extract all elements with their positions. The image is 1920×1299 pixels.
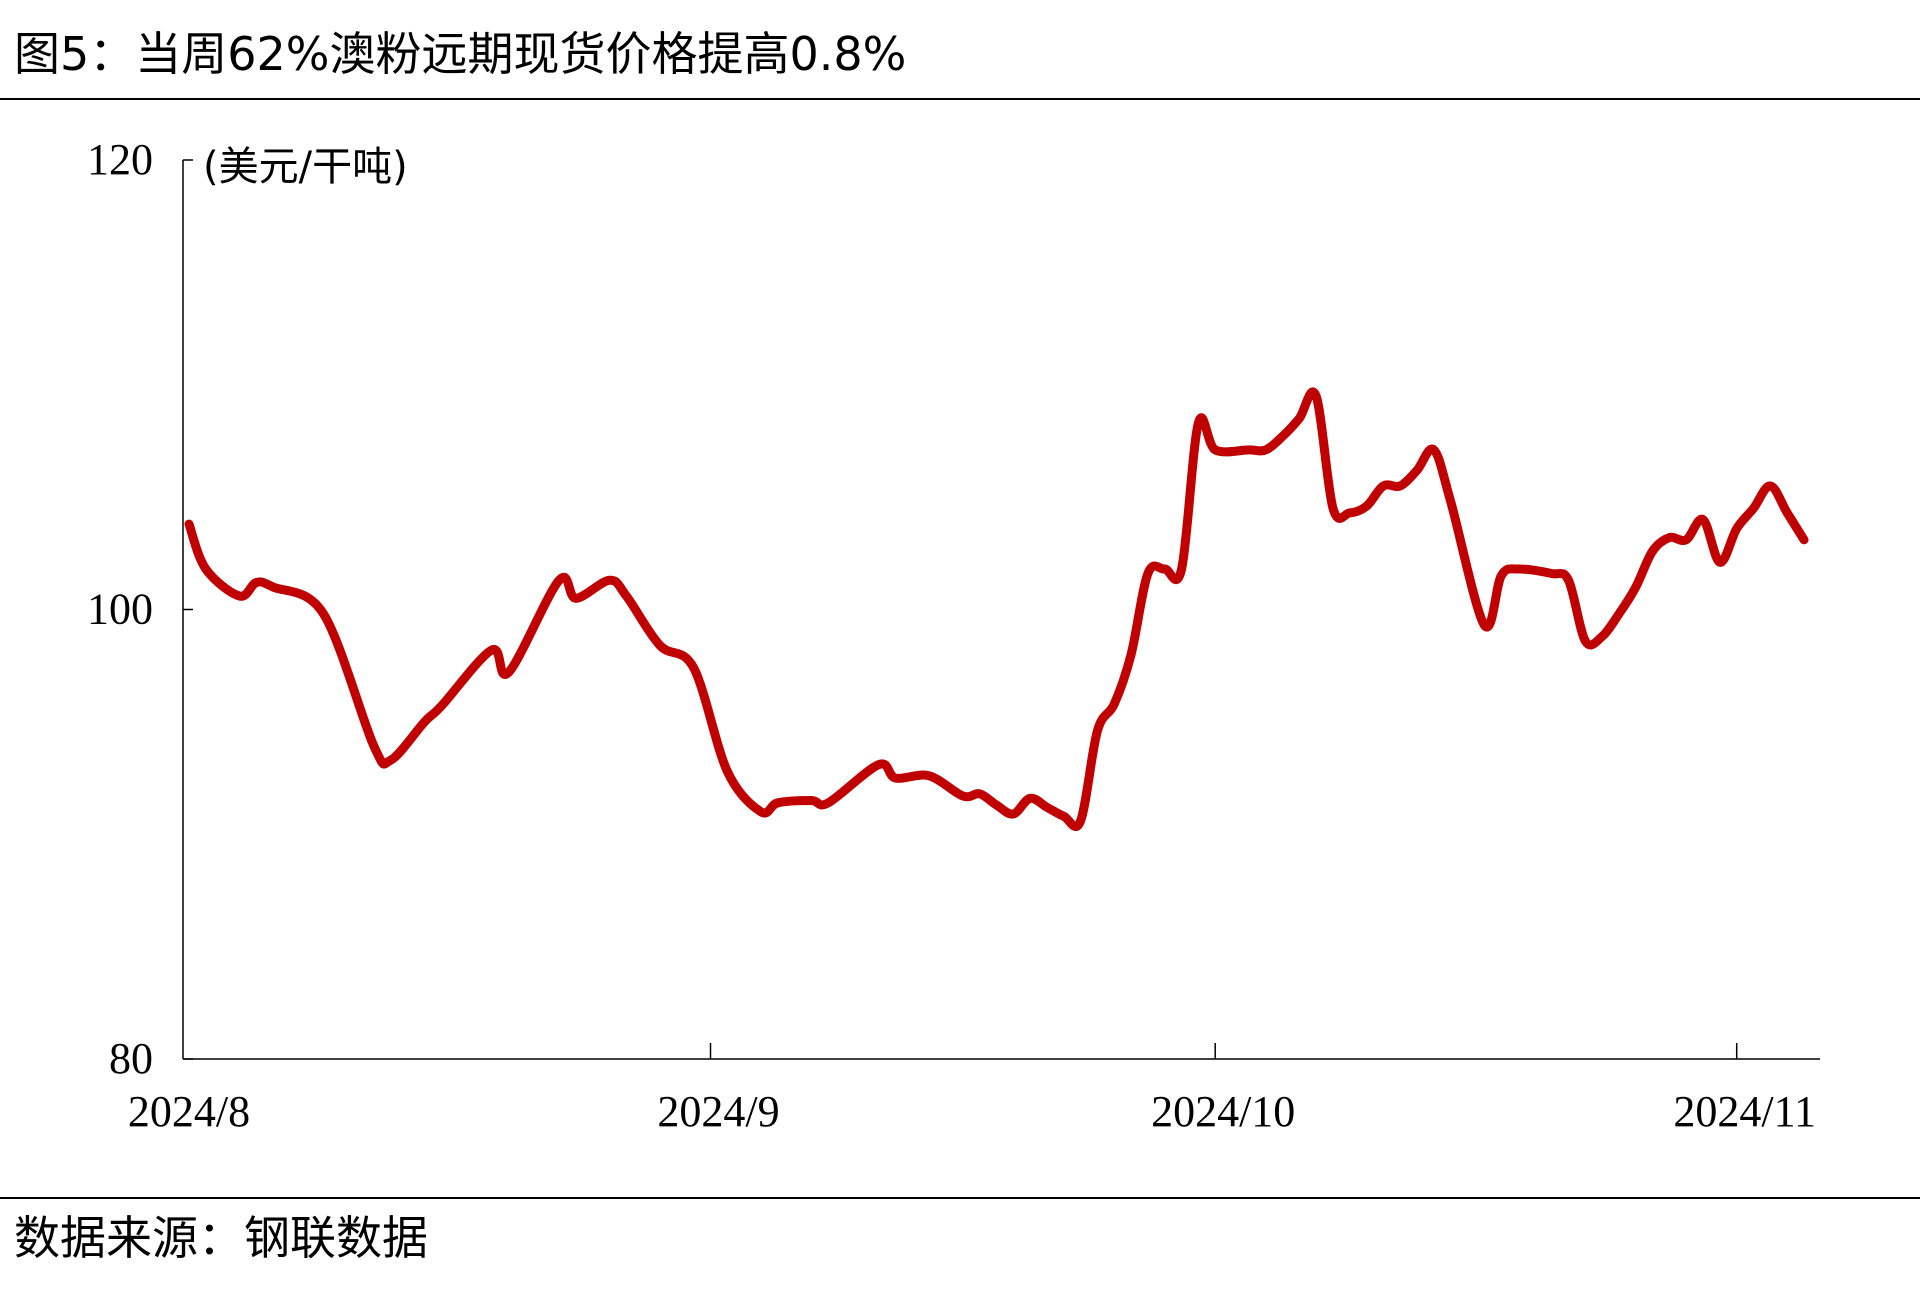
bottom-rule [0,1197,1920,1199]
price-series-line [184,387,1809,831]
data-source: 数据来源：钢联数据 [14,1211,428,1265]
chart-title: 图5：当周62%澳粉远期现货价格提高0.8% [14,27,907,81]
top-rule [0,98,1920,100]
x-tick-label: 2024/11 [1673,1087,1816,1136]
x-ticks: 2024/8 2024/9 2024/10 2024/11 [128,1043,1816,1136]
x-tick-label: 2024/8 [128,1087,250,1136]
y-tick-label: 80 [109,1034,153,1083]
y-unit-label: (美元/干吨) [203,144,408,190]
x-tick-label: 2024/9 [657,1087,779,1136]
y-tick-label: 120 [87,135,153,184]
y-ticks: 80 100 120 [87,135,193,1083]
x-tick-label: 2024/10 [1151,1087,1295,1136]
y-tick-label: 100 [87,585,153,634]
